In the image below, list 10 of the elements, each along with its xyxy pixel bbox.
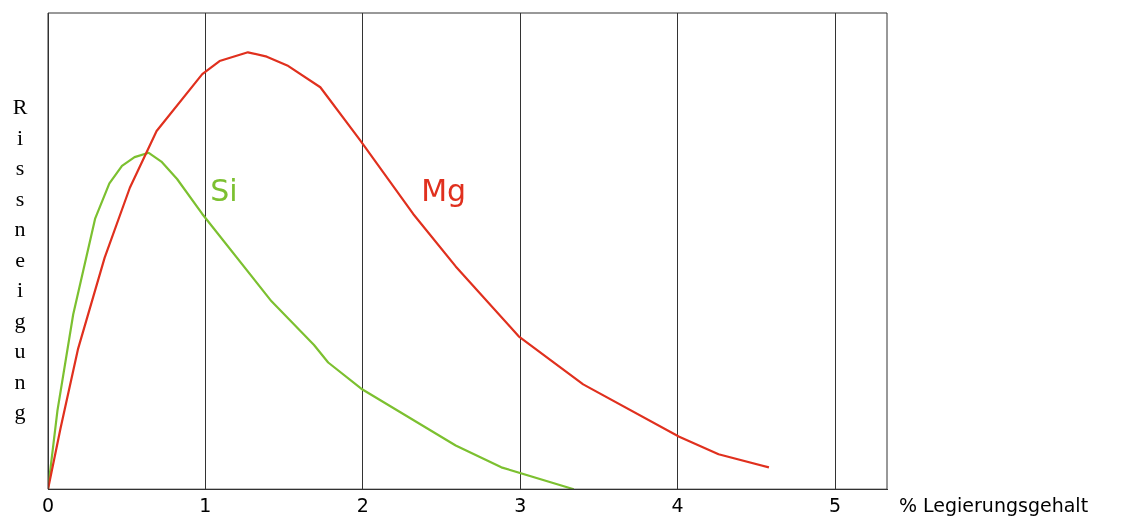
x-tick-label: 5 <box>829 493 842 516</box>
x-tick-label: 4 <box>671 493 684 516</box>
x-tick-label: 2 <box>356 493 369 516</box>
series-label: Mg <box>421 172 467 208</box>
text: Rissneigung <box>12 94 28 425</box>
x-axis-title: % Legierungsgehalt <box>899 494 1089 517</box>
series-label: Si <box>210 172 238 208</box>
x-tick-label: 1 <box>199 493 212 516</box>
x-tick-label: 0 <box>41 493 55 516</box>
x-tick-label: 3 <box>514 493 527 516</box>
